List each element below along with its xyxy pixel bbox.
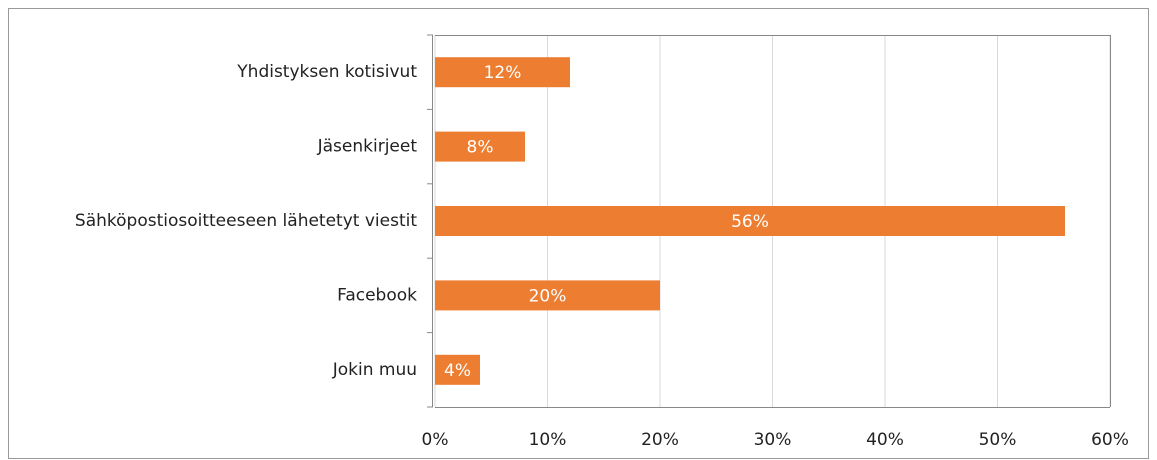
bar	[435, 57, 570, 88]
value-label: 56%	[731, 212, 769, 232]
y-tick-label: Yhdistyksen kotisivut	[236, 62, 417, 82]
y-tick-label: Jäsenkirjeet	[317, 137, 418, 157]
y-tick-label: Sähköpostiosoitteeseen lähetetyt viestit	[75, 211, 417, 231]
x-tick-label: 10%	[529, 430, 567, 450]
bar	[435, 206, 1065, 236]
x-tick-label: 20%	[641, 430, 679, 450]
value-label: 20%	[529, 286, 567, 306]
value-label: 4%	[444, 361, 471, 381]
bar	[435, 131, 525, 162]
value-label: 12%	[484, 63, 522, 83]
bar	[435, 354, 480, 385]
y-tick-label: Facebook	[337, 285, 417, 305]
value-label: 8%	[467, 138, 494, 158]
x-tick-label: 60%	[1091, 430, 1129, 450]
x-tick-label: 30%	[754, 430, 792, 450]
x-tick-label: 40%	[866, 430, 904, 450]
bar	[435, 280, 660, 311]
y-tick-label: Jokin muu	[332, 360, 417, 380]
x-tick-label: 0%	[422, 430, 449, 450]
x-tick-label: 50%	[979, 430, 1017, 450]
